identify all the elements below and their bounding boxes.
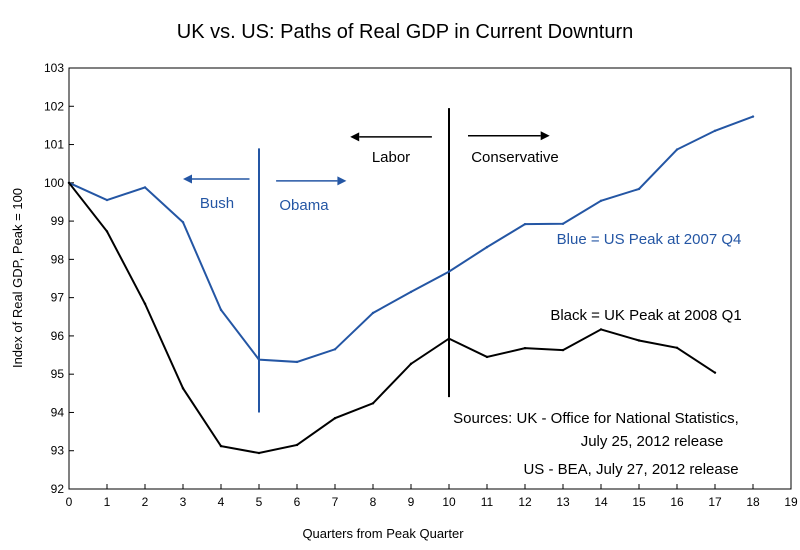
conservative-arrow — [468, 131, 550, 141]
us-data-point — [105, 198, 109, 202]
us-data-point — [675, 148, 679, 151]
us-legend-label: Blue = US Peak at 2007 Q4 — [557, 231, 742, 248]
x-tick-label: 15 — [632, 495, 646, 509]
uk-data-point — [333, 416, 337, 420]
y-axis-label: Index of Real GDP, Peak = 100 — [10, 188, 25, 368]
x-tick-label: 16 — [670, 495, 684, 509]
us-data-point — [333, 348, 337, 351]
us-data-point — [637, 187, 641, 191]
us-data-point — [257, 358, 261, 361]
x-tick-label: 17 — [708, 495, 722, 509]
y-tick-label: 97 — [51, 291, 65, 305]
y-tick-label: 96 — [51, 329, 65, 343]
x-tick-label: 3 — [180, 495, 187, 509]
uk-data-point — [637, 339, 641, 342]
us-data-point — [713, 129, 717, 132]
x-tick-label: 5 — [256, 495, 263, 509]
y-tick-label: 95 — [51, 367, 65, 381]
arrow-head — [183, 174, 192, 184]
chart-title: UK vs. US: Paths of Real GDP in Current … — [177, 21, 633, 43]
annotation-arrows — [183, 131, 550, 186]
uk-data-point — [181, 387, 185, 390]
us-data-point — [485, 245, 489, 249]
x-tick-label: 7 — [332, 495, 339, 509]
x-tick-label: 4 — [218, 495, 225, 509]
arrow-head — [337, 176, 347, 186]
us-data-point — [523, 222, 527, 226]
uk-data-point — [67, 181, 71, 185]
us-data-point — [371, 311, 375, 315]
x-tick-label: 6 — [294, 495, 301, 509]
us-data-point — [143, 186, 147, 189]
y-tick-label: 94 — [51, 405, 65, 419]
arrow-head — [540, 131, 550, 141]
plot-frame — [68, 67, 792, 490]
uk-data-point — [599, 328, 603, 331]
x-tick-label: 0 — [66, 495, 73, 509]
x-tick-label: 14 — [594, 495, 608, 509]
uk-data-point — [371, 402, 375, 405]
us-data-point — [751, 115, 755, 118]
uk-series-line — [68, 182, 716, 455]
uk-data-point — [561, 348, 565, 352]
uk-data-point — [105, 230, 109, 233]
y-tick-label: 103 — [44, 61, 64, 75]
data-series — [67, 115, 755, 455]
source-line-3: US - BEA, July 27, 2012 release — [523, 461, 738, 478]
source-line-2: July 25, 2012 release — [581, 433, 724, 450]
obama-label: Obama — [279, 197, 329, 214]
x-tick-label: 19 — [784, 495, 798, 509]
x-tick-label: 18 — [746, 495, 760, 509]
us-data-point — [295, 360, 299, 364]
uk-data-point — [295, 443, 299, 447]
uk-data-point — [447, 337, 451, 340]
uk-data-point — [219, 444, 223, 448]
source-line-1: Sources: UK - Office for National Statis… — [453, 410, 739, 427]
us-data-point — [447, 270, 451, 273]
labor-arrow — [350, 132, 432, 142]
event-lines — [258, 108, 450, 413]
uk-data-point — [257, 451, 261, 455]
x-axis-label: Quarters from Peak Quarter — [302, 526, 464, 541]
uk-data-point — [713, 371, 717, 374]
uk-data-point — [485, 355, 489, 359]
y-tick-label: 102 — [44, 99, 64, 113]
x-tick-label: 13 — [556, 495, 570, 509]
conservative-label: Conservative — [471, 149, 559, 166]
y-tick-label: 92 — [51, 482, 65, 496]
x-tick-label: 9 — [408, 495, 415, 509]
y-tick-label: 101 — [44, 138, 64, 152]
bush-label: Bush — [200, 195, 234, 212]
uk-data-point — [523, 346, 527, 350]
y-tick-label: 93 — [51, 444, 65, 458]
x-tick-label: 1 — [104, 495, 111, 509]
axis-ticks: 0 1 2 3 4 5 6 7 8 9 10 11 12 13 14 15 16 17 18 199293949596… — [44, 61, 798, 509]
x-tick-label: 8 — [370, 495, 377, 509]
x-tick-label: 2 — [142, 495, 149, 509]
us-data-point — [219, 308, 223, 312]
arrow-head — [350, 132, 360, 142]
labor-label: Labor — [372, 149, 410, 166]
x-tick-label: 11 — [481, 495, 494, 509]
uk-data-point — [409, 362, 413, 366]
us-data-point — [599, 199, 603, 203]
uk-data-point — [675, 346, 679, 349]
us-data-point — [409, 290, 413, 294]
us-data-point — [561, 222, 565, 225]
uk-data-point — [143, 302, 147, 305]
obama-arrow — [276, 176, 347, 186]
uk-legend-label: Black = UK Peak at 2008 Q1 — [550, 307, 741, 324]
us-data-point — [181, 221, 185, 224]
y-tick-label: 100 — [44, 176, 64, 190]
y-tick-label: 98 — [51, 252, 65, 266]
x-tick-label: 10 — [442, 495, 456, 509]
x-tick-label: 12 — [518, 495, 532, 509]
bush-arrow — [183, 174, 250, 184]
plot-area — [68, 67, 792, 490]
y-tick-label: 99 — [51, 214, 65, 228]
